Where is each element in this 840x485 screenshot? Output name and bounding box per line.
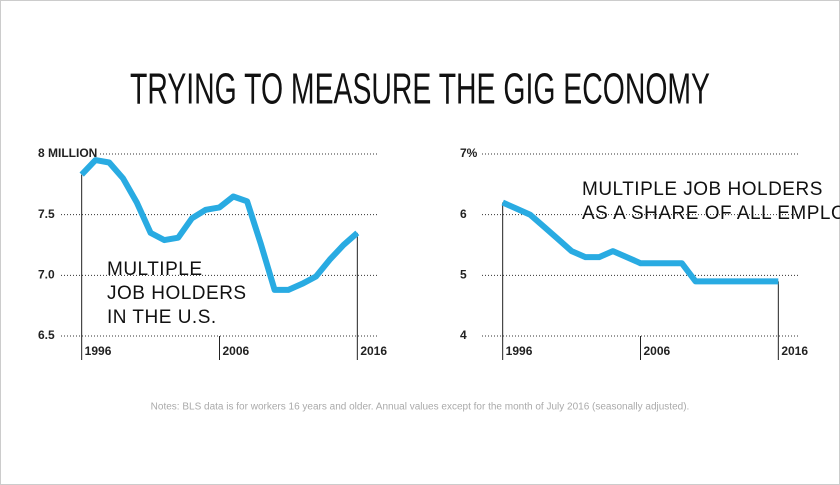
- x-tick-label: 2006: [644, 344, 671, 358]
- y-tick-label: 7.0: [38, 268, 55, 282]
- annotation: MULTIPLE: [107, 259, 203, 280]
- data-line: [79, 157, 360, 293]
- notes: Notes: BLS data is for workers 16 years …: [151, 402, 690, 413]
- annotation: JOB HOLDERS: [107, 283, 247, 304]
- x-tick-label: 2006: [223, 344, 250, 358]
- x-tick-label: 2016: [360, 344, 387, 358]
- y-tick-label: 7%: [460, 146, 478, 160]
- x-tick-label: 2016: [781, 344, 808, 358]
- annotation: AS A SHARE OF ALL EMPLOYED: [582, 203, 840, 224]
- y-tick-label: 7.5: [38, 207, 55, 221]
- y-tick-label: 6.5: [38, 328, 55, 342]
- data-line: [501, 199, 779, 285]
- y-tick-label: 4: [460, 328, 467, 342]
- annotation: MULTIPLE JOB HOLDERS: [582, 179, 823, 200]
- annotation: IN THE U.S.: [107, 307, 217, 328]
- title: TRYING TO MEASURE THE GIG ECONOMY: [130, 65, 710, 114]
- y-tick-label: 8 MILLION: [38, 146, 97, 160]
- y-tick-label: 5: [460, 268, 467, 282]
- x-tick-label: 1996: [506, 344, 533, 358]
- y-tick-label: 6: [460, 207, 467, 221]
- x-tick-label: 1996: [85, 344, 112, 358]
